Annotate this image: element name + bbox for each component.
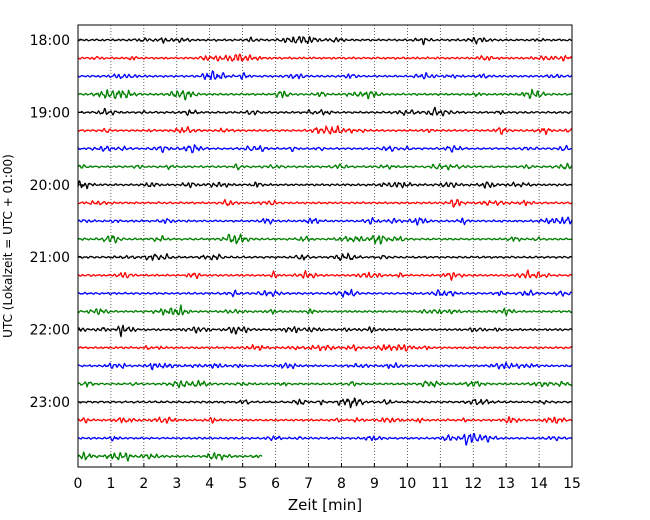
trace-line — [77, 53, 573, 62]
trace-line — [77, 304, 573, 316]
trace-line — [77, 324, 573, 338]
x-tick-label: 10 — [398, 476, 416, 492]
x-tick-label: 15 — [563, 476, 581, 492]
trace-line — [77, 162, 573, 171]
x-tick-label: 4 — [205, 476, 214, 492]
x-tick-label: 6 — [271, 476, 280, 492]
y-tick-label: 19:00 — [30, 105, 70, 121]
trace-line — [77, 180, 573, 190]
trace-line — [77, 269, 573, 281]
trace-line — [77, 451, 263, 462]
trace-line — [77, 216, 573, 226]
x-tick-label: 9 — [370, 476, 379, 492]
y-tick-label: 22:00 — [30, 323, 70, 339]
x-axis-ticks: 0 1 2 3 4 5 6 7 8 9 10 11 12 13 14 15 — [74, 463, 581, 492]
y-tick-label: 23:00 — [30, 395, 70, 411]
trace-line — [77, 35, 573, 46]
trace-line — [77, 198, 573, 208]
trace-line — [77, 233, 573, 245]
trace-line — [77, 125, 573, 136]
y-axis-label: UTC (Lokalzeit = UTC + 01:00) — [1, 154, 15, 338]
x-tick-label: 3 — [172, 476, 181, 492]
trace-line — [77, 70, 573, 81]
x-tick-label: 0 — [74, 476, 83, 492]
trace-line — [77, 288, 573, 298]
trace-line — [77, 88, 573, 101]
trace-line — [77, 433, 573, 446]
x-tick-label: 12 — [464, 476, 482, 492]
trace-line — [77, 379, 573, 389]
y-tick-label: 21:00 — [30, 250, 70, 266]
trace-line — [77, 361, 573, 371]
trace-line — [77, 344, 573, 352]
trace-group — [77, 35, 573, 462]
y-tick-label: 18:00 — [30, 33, 70, 49]
x-axis-label: Zeit [min] — [288, 496, 362, 514]
x-tick-label: 8 — [337, 476, 346, 492]
x-tick-label: 7 — [304, 476, 313, 492]
trace-line — [77, 252, 573, 261]
x-tick-label: 2 — [139, 476, 148, 492]
x-tick-label: 13 — [497, 476, 515, 492]
x-tick-label: 1 — [106, 476, 115, 492]
x-tick-label: 11 — [431, 476, 449, 492]
trace-line — [77, 144, 573, 154]
plot-frame — [77, 24, 573, 468]
x-tick-label: 5 — [238, 476, 247, 492]
trace-line — [77, 397, 573, 409]
trace-line — [77, 415, 573, 424]
trace-line — [77, 106, 573, 117]
y-tick-label: 20:00 — [30, 178, 70, 194]
y-axis-ticks: 18:00 19:00 20:00 21:00 22:00 23:00 — [30, 33, 82, 411]
x-tick-label: 14 — [530, 476, 548, 492]
